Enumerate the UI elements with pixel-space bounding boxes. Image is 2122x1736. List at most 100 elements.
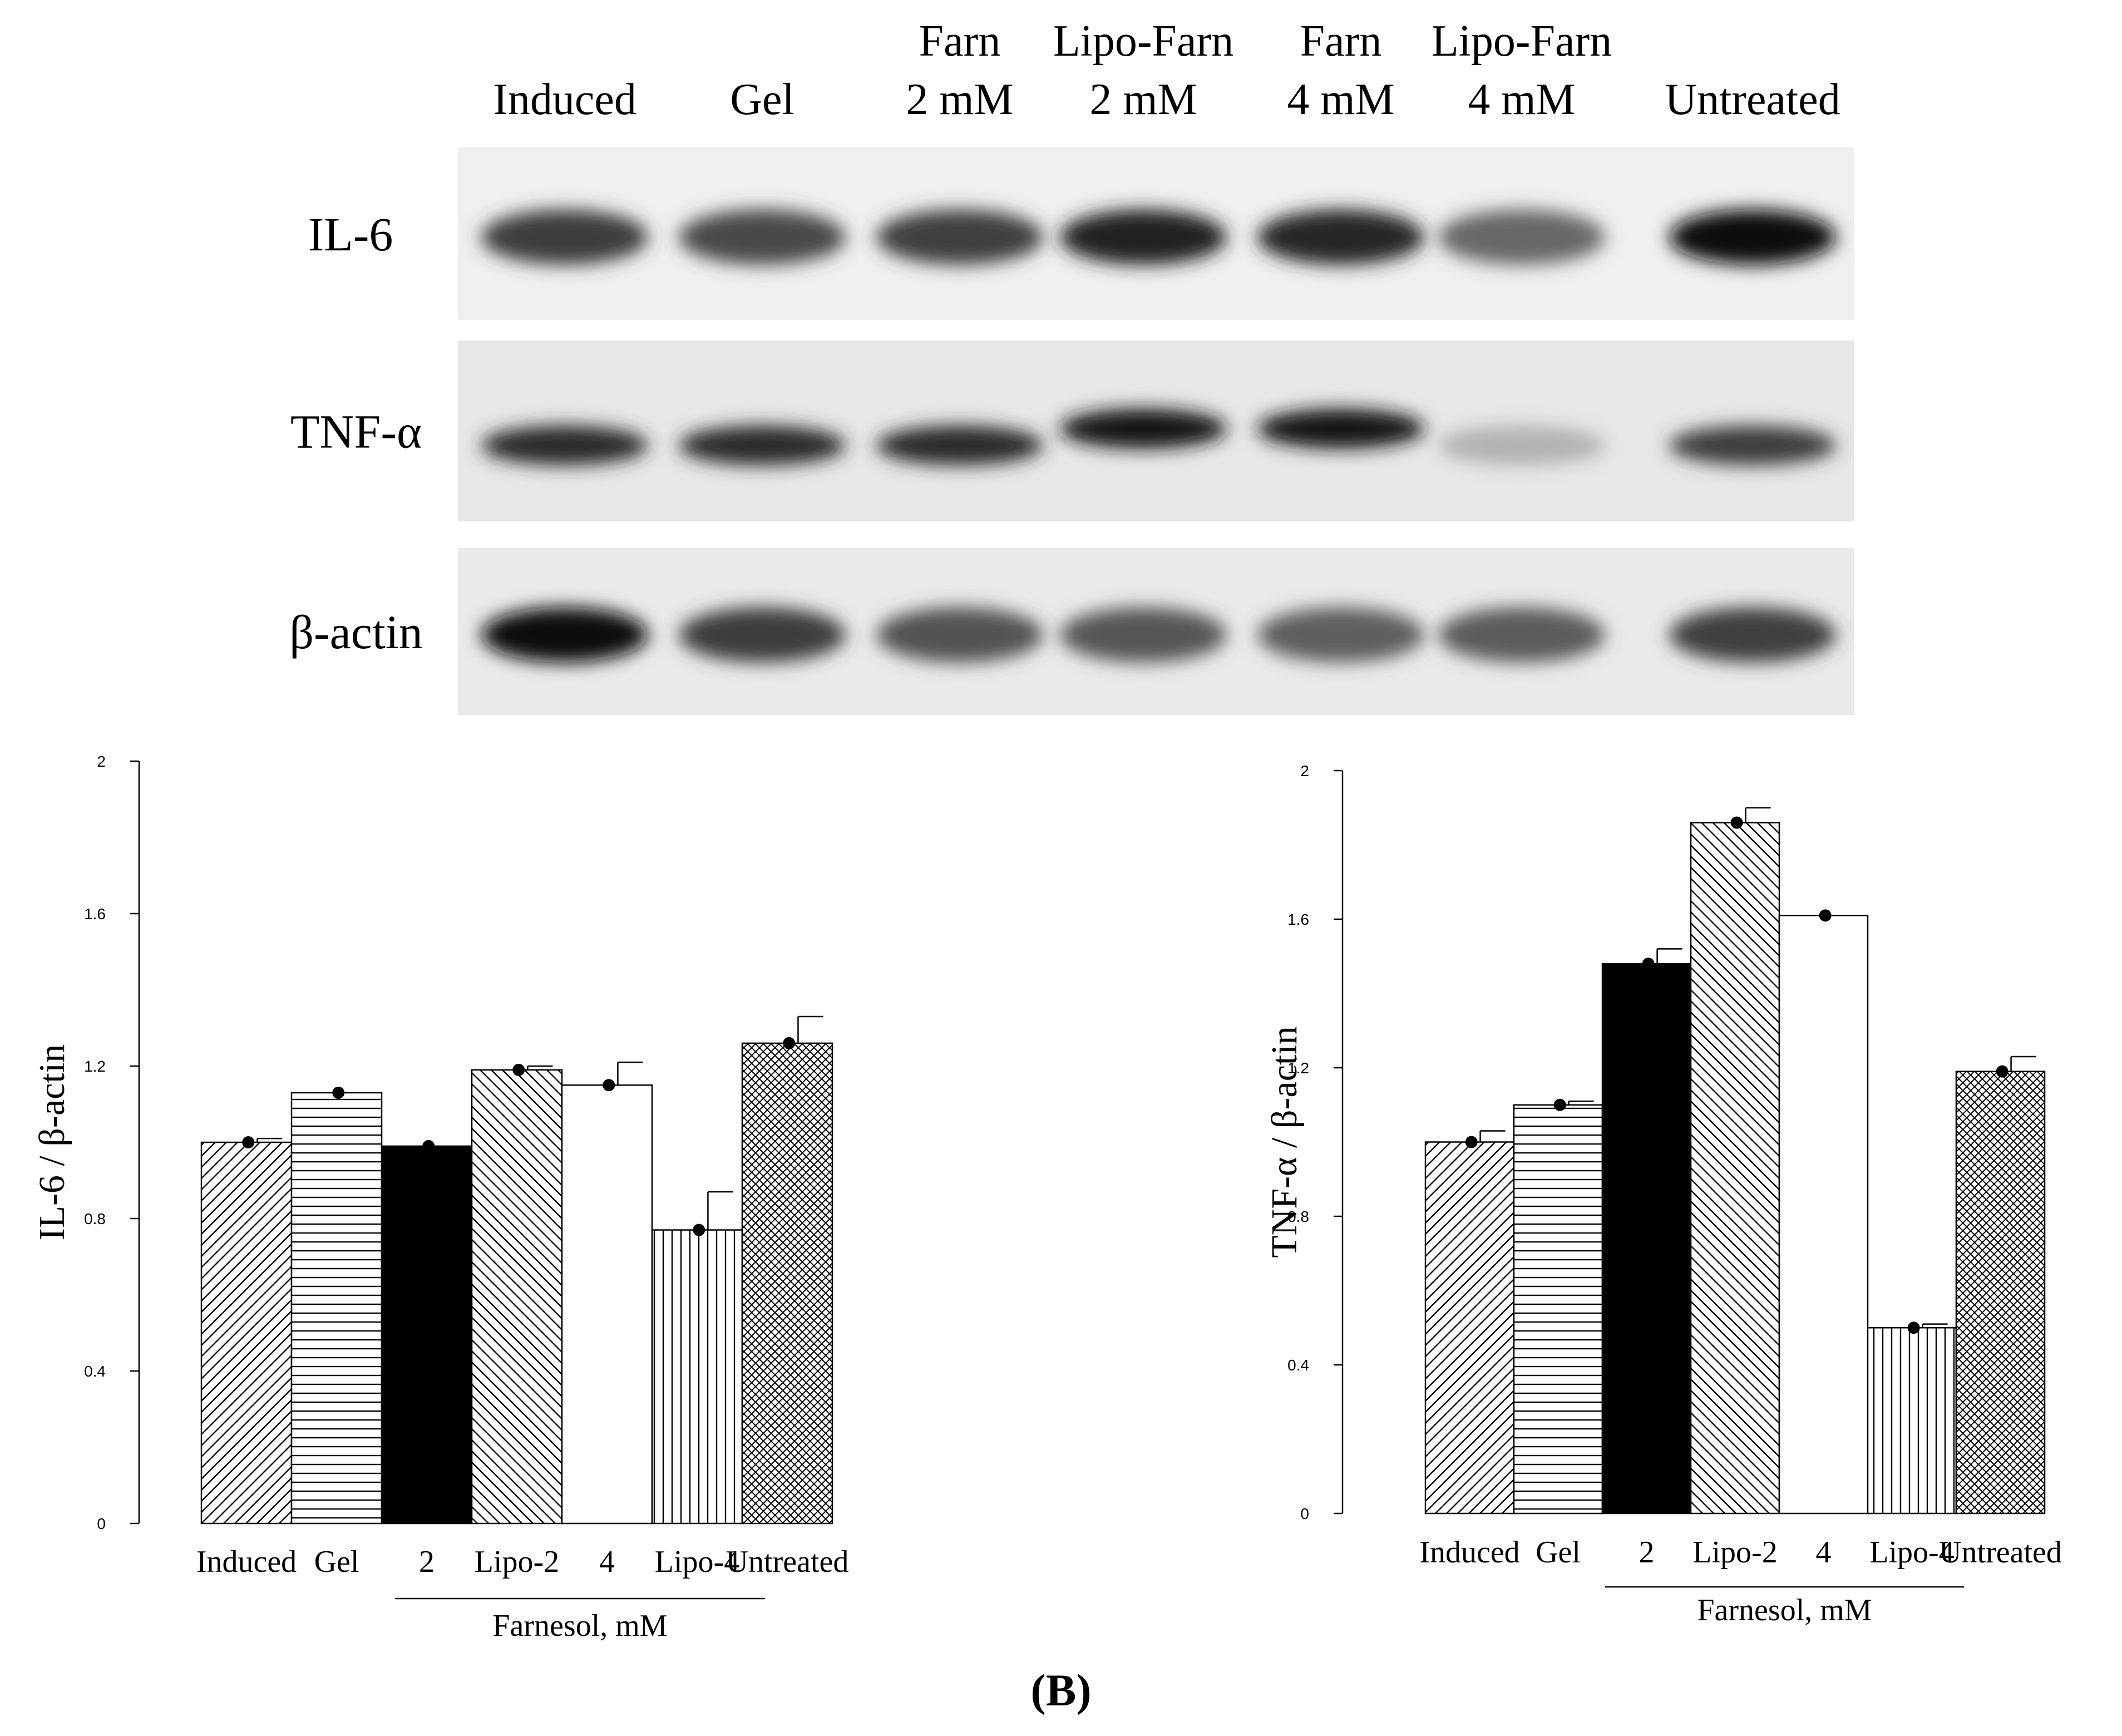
y-tick-label: 1.2 xyxy=(84,1058,106,1075)
category-label-2: 2 xyxy=(419,1545,435,1579)
panel-label: (B) xyxy=(1030,1665,1091,1715)
bar-lipo-2 xyxy=(471,1069,563,1525)
category-label-induced: Induced xyxy=(196,1545,297,1579)
lane-header-untreated: Untreated xyxy=(1665,75,1840,124)
category-label-induced: Induced xyxy=(1419,1535,1519,1570)
point-4 xyxy=(603,1079,615,1092)
y-tick-label: 0 xyxy=(1300,1505,1309,1522)
category-label-untreated: Untreated xyxy=(1939,1535,2062,1570)
band-actin-4 xyxy=(1060,607,1227,663)
group-label: Farnesol, mM xyxy=(492,1609,667,1643)
category-label-2: 2 xyxy=(1639,1535,1655,1570)
lane-header-farn-2-mm: 2 mM xyxy=(906,75,1013,124)
lane-header-farn-2-mm: Farn xyxy=(919,17,1001,66)
lane-header-induced: Induced xyxy=(493,75,636,124)
lane-header-farn-4-mm: Farn xyxy=(1300,17,1382,66)
lane-header-farn-4-mm: 4 mM xyxy=(1287,75,1394,124)
bar-4 xyxy=(561,1084,653,1525)
y-tick-label: 0.4 xyxy=(1287,1357,1309,1374)
category-label-gel: Gel xyxy=(314,1545,359,1579)
blot-row-il-6: IL-6 xyxy=(308,147,1854,320)
point-induced xyxy=(1465,1136,1478,1148)
y-axis-label: TNF-α / β-actin xyxy=(1264,1026,1305,1257)
point-2 xyxy=(1642,958,1655,970)
band-il-6-6 xyxy=(1438,209,1605,265)
band-actin-6 xyxy=(1438,607,1605,663)
band-tnf-6 xyxy=(1438,425,1605,466)
lane-header-lipo-farn-2-mm: 2 mM xyxy=(1089,75,1197,124)
band-actin-3 xyxy=(876,607,1043,663)
band-il-6-7 xyxy=(1669,209,1836,265)
y-tick-label: 0 xyxy=(97,1515,106,1532)
bar-induced xyxy=(1424,1141,1515,1515)
y-tick-label: 0.4 xyxy=(84,1363,106,1380)
il6-bar-chart: 0 0.4 0.8 1.2 1.6 2 IL-6 / β-actin Induced Gel 2 L… xyxy=(32,753,848,1643)
category-label-4: 4 xyxy=(1816,1535,1832,1570)
bar-4 xyxy=(1778,915,1869,1515)
y-axis-label: IL-6 / β-actin xyxy=(32,1044,72,1240)
row-label-actin: β-actin xyxy=(289,605,423,659)
bar-lipo-2 xyxy=(1690,822,1780,1515)
band-actin-2 xyxy=(679,607,846,663)
band-tnf-3 xyxy=(876,425,1043,466)
point-lipo-4 xyxy=(693,1224,705,1236)
band-il-6-1 xyxy=(481,209,648,265)
bar-gel xyxy=(290,1092,383,1525)
band-tnf-4 xyxy=(1060,408,1227,449)
category-label-lipo-2: Lipo-2 xyxy=(475,1545,559,1579)
row-label-tnf: TNF-α xyxy=(290,405,422,458)
lane-header-lipo-farn-2-mm: Lipo-Farn xyxy=(1053,17,1233,66)
band-tnf-5 xyxy=(1257,408,1424,449)
band-actin-1 xyxy=(481,607,648,663)
western-blot: Induced Gel Farn 2 mM Lipo-Farn 2 mM Farn 4 mM L… xyxy=(289,17,1854,715)
blot-row-actin: β-actin xyxy=(289,548,1854,715)
category-label-untreated: Untreated xyxy=(726,1545,849,1579)
point-lipo-4 xyxy=(1907,1321,1920,1334)
point-induced xyxy=(242,1136,255,1148)
category-label-lipo-2: Lipo-2 xyxy=(1692,1535,1777,1570)
bar-2 xyxy=(1601,963,1692,1515)
point-lipo-2 xyxy=(1730,816,1743,829)
band-tnf-7 xyxy=(1669,425,1836,466)
y-tick-label: 0.8 xyxy=(1287,1208,1309,1225)
band-il-6-2 xyxy=(679,209,846,265)
bar-untreated xyxy=(1955,1071,2046,1515)
band-tnf-1 xyxy=(481,425,648,466)
tnf-alpha-bar-chart: 0 0.4 0.8 1.2 1.6 2 TNF-α / β-actin Induced Gel 2… xyxy=(1264,762,2062,1628)
group-label: Farnesol, mM xyxy=(1697,1593,1872,1628)
category-label-4: 4 xyxy=(599,1545,615,1579)
bar-untreated xyxy=(741,1042,833,1525)
band-il-6-5 xyxy=(1257,209,1424,265)
bar-2 xyxy=(381,1145,473,1525)
lane-header-gel: Gel xyxy=(730,75,794,124)
band-actin-5 xyxy=(1257,607,1424,663)
blot-row-tnf: TNF-α xyxy=(290,341,1854,521)
bar-lipo-4 xyxy=(1867,1327,1957,1515)
category-label-gel: Gel xyxy=(1536,1535,1581,1570)
y-tick-label: 0.8 xyxy=(84,1210,106,1227)
point-untreated xyxy=(1996,1065,2009,1078)
point-lipo-2 xyxy=(512,1063,525,1076)
point-untreated xyxy=(783,1037,796,1049)
y-tick-label: 2 xyxy=(97,753,106,770)
band-il-6-3 xyxy=(876,209,1043,265)
category-label-lipo-4: Lipo-4 xyxy=(1869,1535,1954,1570)
band-actin-7 xyxy=(1669,607,1836,663)
band-il-6-4 xyxy=(1060,209,1227,265)
category-label-lipo-4: Lipo-4 xyxy=(655,1545,739,1579)
point-gel xyxy=(1553,1098,1566,1111)
bar-gel xyxy=(1513,1104,1603,1515)
y-tick-label: 1.6 xyxy=(1287,911,1309,928)
point-2 xyxy=(422,1140,435,1152)
lane-header-lipo-farn-4-mm: 4 mM xyxy=(1468,75,1575,124)
band-tnf-2 xyxy=(679,425,846,466)
row-label-il-6: IL-6 xyxy=(308,208,393,261)
y-tick-label: 1.6 xyxy=(84,905,106,923)
point-gel xyxy=(332,1086,345,1099)
y-tick-label: 1.2 xyxy=(1287,1059,1309,1077)
point-4 xyxy=(1819,909,1832,922)
y-tick-label: 2 xyxy=(1300,762,1309,780)
bar-induced xyxy=(200,1141,293,1525)
lane-header-lipo-farn-4-mm: Lipo-Farn xyxy=(1432,17,1612,66)
